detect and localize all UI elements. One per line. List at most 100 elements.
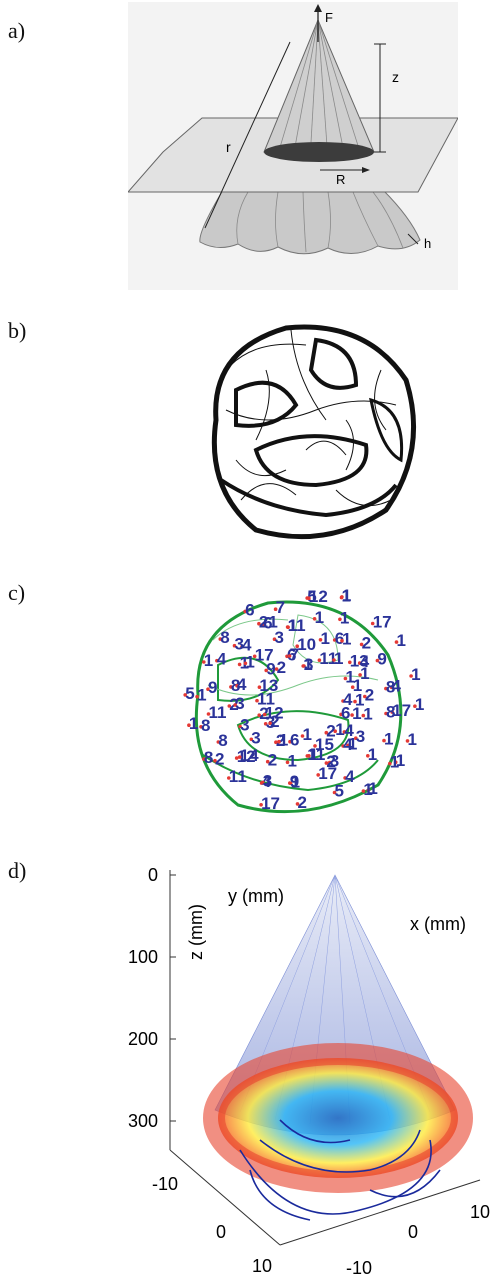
x-tick-0: 10 bbox=[470, 1202, 490, 1222]
graph-node bbox=[237, 755, 242, 759]
node-label: 1 bbox=[352, 704, 361, 723]
graph-node bbox=[285, 625, 290, 629]
node-label: 11 bbox=[288, 616, 306, 635]
node-label: 4 bbox=[262, 772, 272, 791]
graph-node bbox=[332, 790, 337, 795]
node-label: 17 bbox=[318, 764, 337, 783]
graph-node bbox=[307, 596, 311, 600]
graph-node bbox=[257, 685, 262, 689]
node-label: 1 bbox=[291, 772, 300, 791]
graph-node bbox=[317, 658, 322, 662]
graph-node bbox=[389, 685, 394, 690]
node-label: 3 bbox=[356, 727, 365, 746]
graph-node bbox=[333, 729, 337, 733]
graph-node bbox=[218, 637, 223, 641]
graph-node bbox=[268, 721, 272, 725]
node-label: 9 bbox=[266, 659, 275, 678]
z-tick-0: 0 bbox=[148, 865, 158, 885]
node-label: 1 bbox=[334, 649, 343, 668]
node-label: 1 bbox=[396, 751, 405, 770]
node-label: 3 bbox=[304, 655, 313, 674]
graph-node bbox=[288, 781, 292, 785]
node-label: 5 bbox=[185, 684, 194, 703]
graph-node bbox=[313, 744, 317, 748]
graph-node bbox=[342, 730, 347, 734]
node-label: 4 bbox=[345, 767, 355, 786]
node-label: 7 bbox=[276, 598, 285, 617]
graph-node bbox=[237, 662, 242, 667]
graph-node bbox=[332, 658, 336, 662]
node-label: 3 bbox=[330, 752, 339, 771]
graph-node bbox=[215, 658, 219, 663]
panel-label-d: d) bbox=[8, 858, 27, 883]
node-label: 5 bbox=[335, 782, 344, 801]
graph-node bbox=[405, 739, 410, 743]
z-tick-3: 300 bbox=[128, 1111, 158, 1131]
node-label: 5 bbox=[307, 587, 316, 606]
cone-plane-illustration: F z r R h bbox=[128, 2, 458, 290]
node-label-group: 4112224566416348386111317111121211171111… bbox=[183, 586, 424, 813]
node-label: 1 bbox=[411, 665, 420, 684]
node-label: 2 bbox=[270, 712, 279, 731]
graph-node bbox=[274, 667, 279, 671]
node-label: 13 bbox=[350, 651, 369, 670]
graph-node bbox=[375, 658, 380, 663]
r-arrow bbox=[204, 41, 291, 229]
graph-node bbox=[340, 638, 344, 643]
node-label: 4 bbox=[360, 652, 370, 671]
graph-node bbox=[265, 759, 270, 764]
node-label: 1 bbox=[348, 734, 357, 753]
graph-node bbox=[361, 789, 366, 793]
node-label: 4 bbox=[344, 721, 354, 740]
z-axis-label: z (mm) bbox=[186, 904, 206, 960]
node-label: 4 bbox=[217, 650, 227, 669]
graph-node bbox=[358, 673, 362, 677]
graph-node bbox=[339, 712, 343, 717]
graph-node bbox=[227, 704, 232, 708]
label-force: F bbox=[325, 10, 333, 25]
graph-node bbox=[327, 760, 332, 765]
node-label: 3 bbox=[251, 728, 260, 747]
node-label: 1 bbox=[353, 676, 362, 695]
node-label: 6 bbox=[335, 629, 344, 648]
node-label: 6 bbox=[287, 645, 296, 664]
node-label: 2 bbox=[298, 793, 307, 812]
node-label: 17 bbox=[255, 645, 274, 664]
panel-label-b: b) bbox=[8, 318, 27, 343]
graph-node bbox=[202, 757, 206, 761]
node-label: 1 bbox=[355, 691, 364, 710]
node-label: 1 bbox=[279, 731, 288, 750]
node-label: 11 bbox=[257, 690, 275, 709]
graph-node bbox=[227, 776, 231, 780]
ring-band bbox=[203, 1043, 473, 1193]
graph-node bbox=[195, 694, 199, 699]
graph-node bbox=[343, 776, 347, 780]
graph-node bbox=[390, 710, 394, 714]
graph-node bbox=[413, 704, 417, 708]
node-label: 4 bbox=[237, 675, 247, 694]
node-label: 4 bbox=[343, 735, 353, 754]
node-label: 8 bbox=[220, 628, 229, 647]
graph-node bbox=[318, 638, 323, 642]
graph-node bbox=[277, 739, 281, 744]
node-label: 1 bbox=[363, 705, 372, 724]
node-label: 13 bbox=[259, 676, 278, 695]
node-label: 1 bbox=[303, 655, 312, 674]
graph-node bbox=[348, 660, 352, 665]
graph-node bbox=[238, 724, 242, 729]
node-label: 1 bbox=[309, 745, 318, 764]
node-label: 8 bbox=[218, 731, 227, 750]
label-radius: R bbox=[336, 172, 345, 187]
node-label: 15 bbox=[315, 735, 334, 754]
node-label: 1 bbox=[288, 751, 297, 770]
node-label: 6 bbox=[290, 731, 299, 750]
node-label: 8 bbox=[386, 678, 395, 697]
fold-curves bbox=[239, 1119, 441, 1221]
node-label: 1 bbox=[360, 664, 369, 683]
graph-node bbox=[343, 676, 348, 681]
node-label: 1 bbox=[342, 586, 351, 605]
node-label: 1 bbox=[415, 695, 424, 714]
node-label: 1 bbox=[288, 616, 297, 635]
graph-node bbox=[202, 660, 206, 664]
node-label: 6 bbox=[341, 703, 350, 722]
